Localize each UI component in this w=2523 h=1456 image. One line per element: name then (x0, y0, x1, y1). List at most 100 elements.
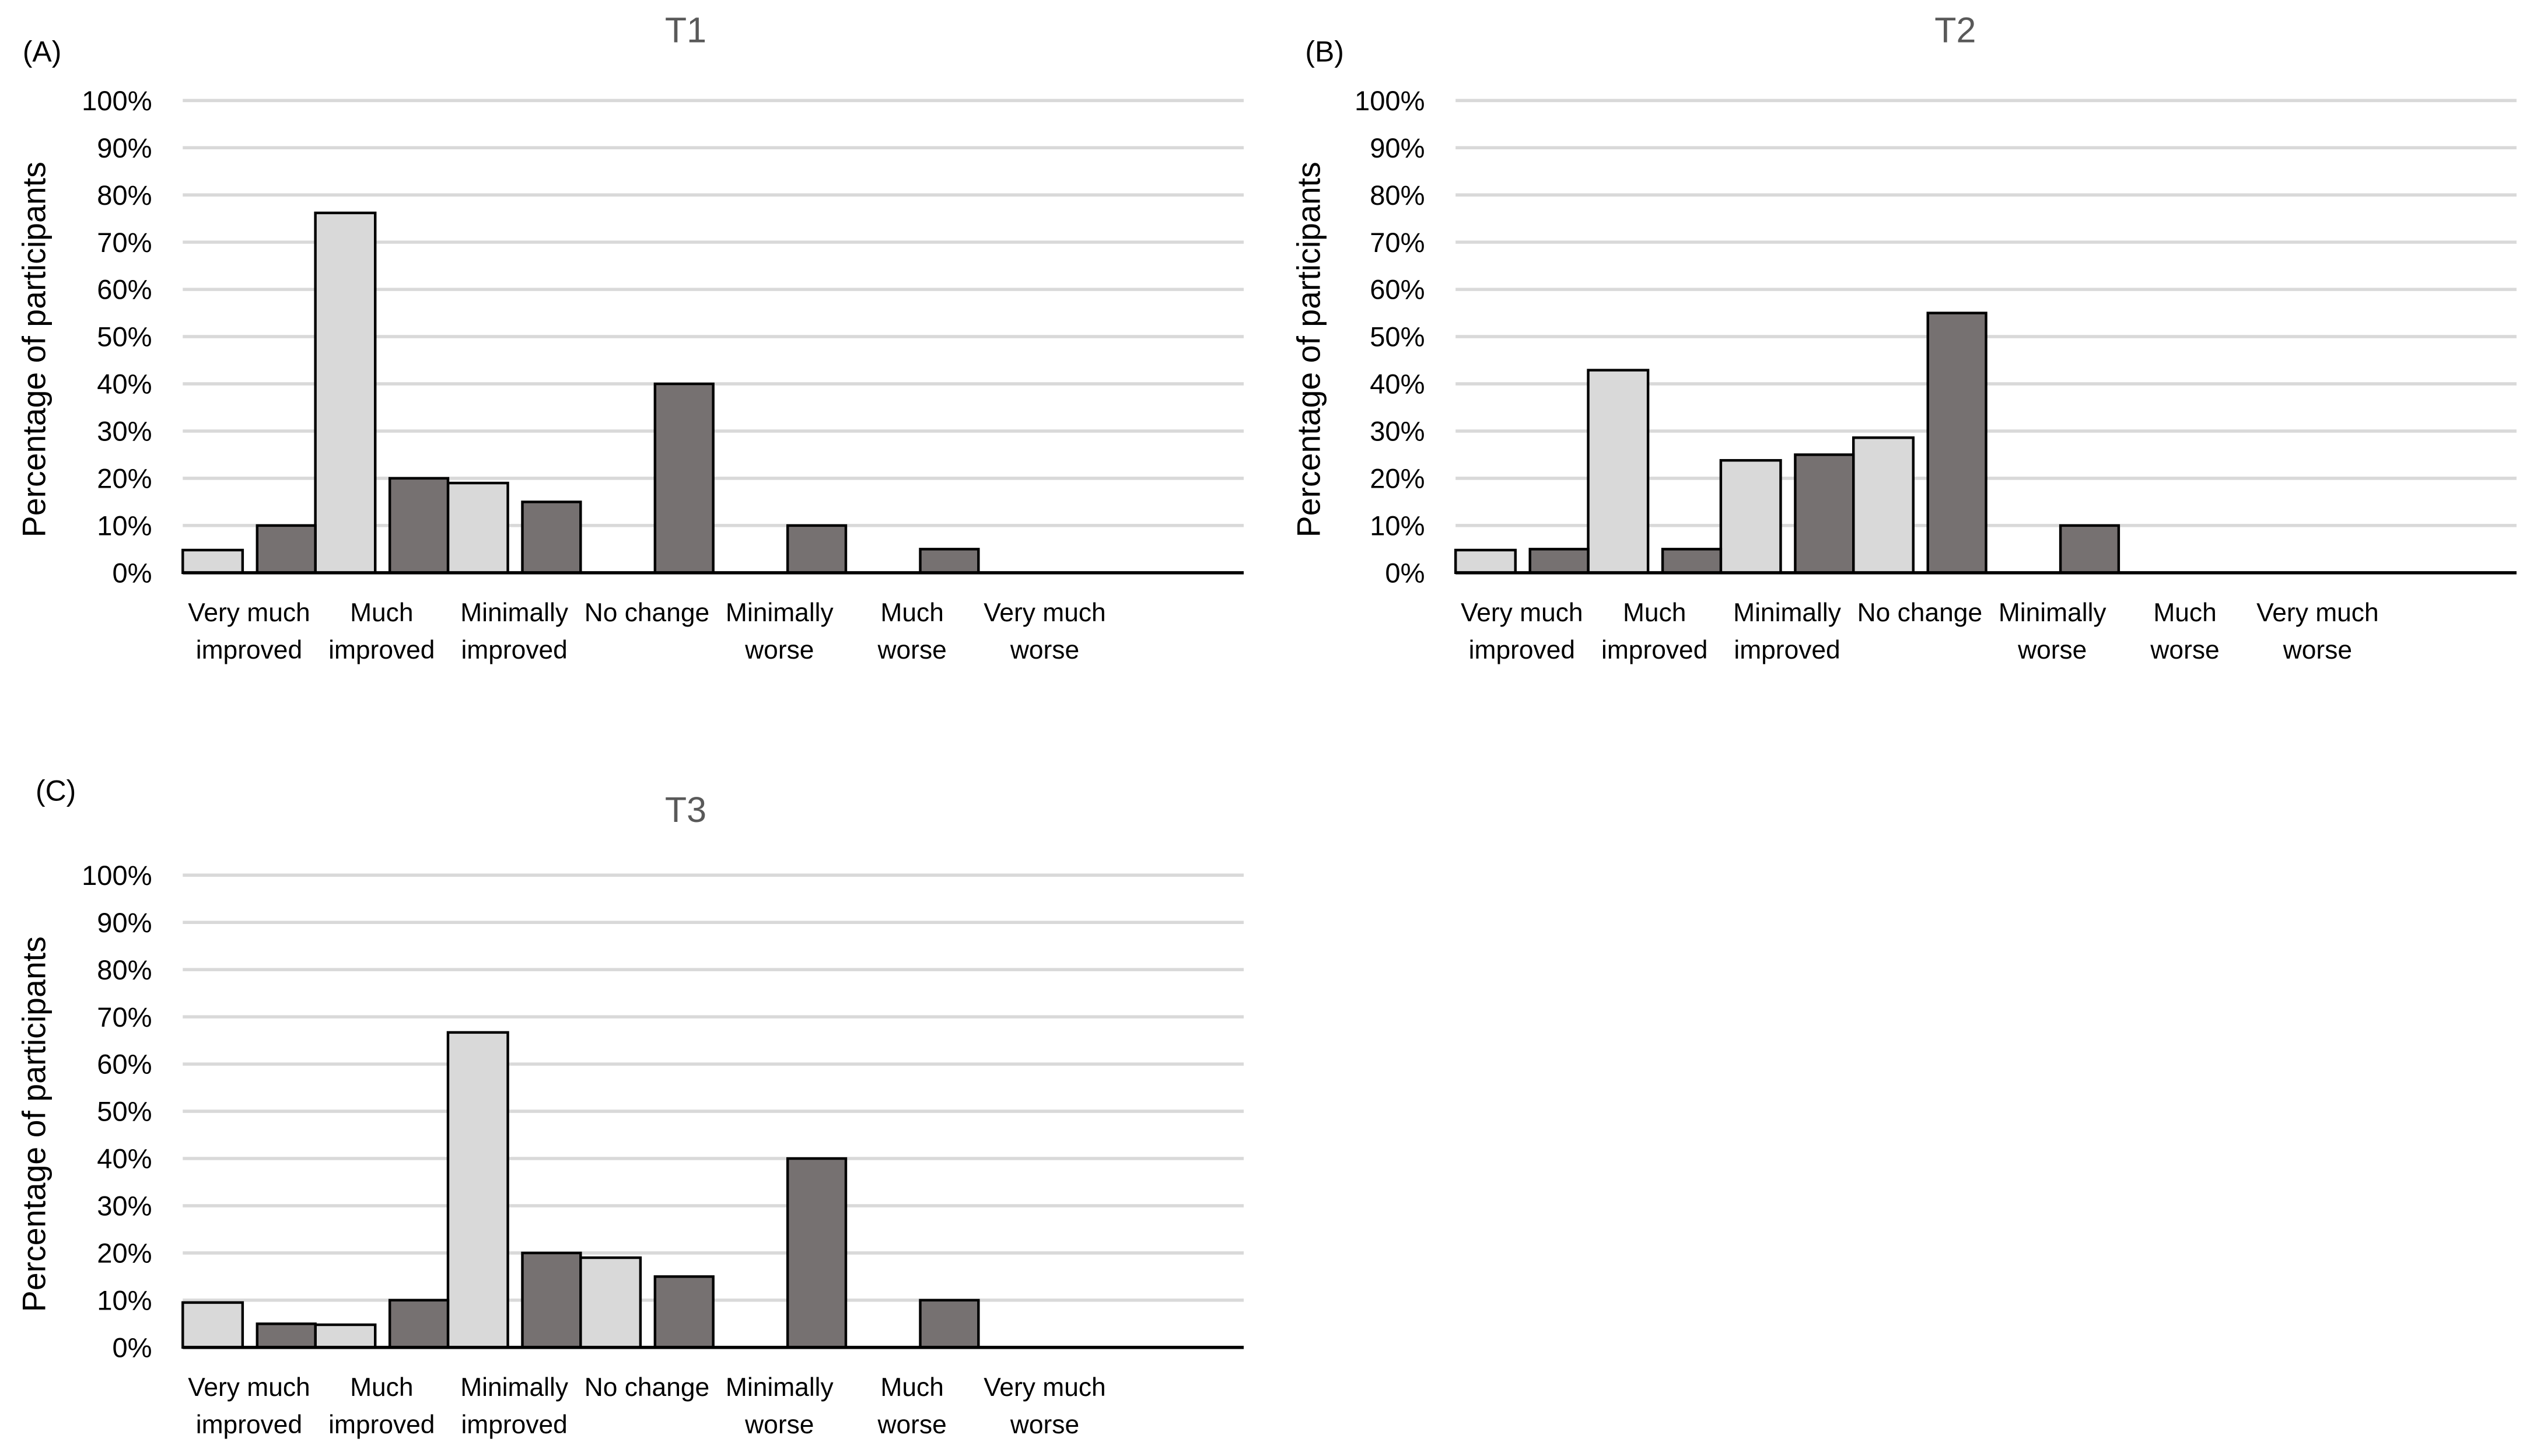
x-category-label: improved (328, 636, 435, 664)
y-tick-label: 40% (1370, 369, 1425, 400)
bar-series-2 (653, 382, 715, 575)
x-category-label: worse (2017, 636, 2087, 664)
x-category-label: worse (744, 636, 814, 664)
bar-series-1 (1454, 548, 1517, 575)
bar-series-1 (314, 211, 377, 575)
x-category-label: worse (2283, 636, 2352, 664)
y-tick-label: 0% (112, 1332, 152, 1363)
y-tick-label: 50% (1370, 321, 1425, 352)
y-tick-label: 100% (82, 860, 152, 891)
x-category-label: improved (1601, 636, 1707, 664)
y-tick-label: 60% (97, 1049, 152, 1080)
bar-series-2 (521, 501, 582, 575)
panel-label: (B) (1305, 36, 1344, 68)
x-category-label: improved (1734, 636, 1840, 664)
bar-series-1 (314, 1323, 377, 1349)
x-category-label: Much (2153, 598, 2216, 627)
y-tick-label: 0% (112, 557, 152, 588)
x-category-label: improved (1469, 636, 1575, 664)
bar-series-2 (919, 1298, 980, 1349)
x-category-label: worse (744, 1410, 814, 1439)
bar-series-1 (1852, 436, 1915, 575)
x-category-label: worse (877, 1410, 947, 1439)
chart-title: T3 (665, 790, 706, 830)
chart-panel-a: (A) T1 0% 10% 20% 30% 40% 50% 60% 70% 80% 90% 100% Pe… (16, 10, 1244, 664)
bar-series-2 (388, 477, 450, 575)
bar-series-1 (446, 481, 509, 575)
y-tick-label: 30% (97, 416, 152, 447)
bar-series-1 (1587, 369, 1650, 575)
y-tick-label: 60% (97, 274, 152, 305)
x-category-label: improved (328, 1410, 435, 1439)
y-tick-label: 30% (97, 1191, 152, 1222)
y-tick-label: 100% (1355, 85, 1425, 116)
panel-label: (C) (36, 775, 76, 807)
x-category-label: improved (461, 1410, 567, 1439)
bar-series-1 (446, 1031, 509, 1349)
y-tick-label: 20% (1370, 463, 1425, 494)
y-tick-label: 100% (82, 85, 152, 116)
x-category-label: Minimally (1999, 598, 2107, 627)
y-tick-label: 90% (97, 907, 152, 938)
y-tick-label: 20% (97, 1238, 152, 1269)
x-category-label: No change (585, 598, 710, 627)
x-category-label: worse (1010, 1410, 1079, 1439)
y-tick-label: 0% (1385, 557, 1425, 588)
x-category-label: worse (877, 636, 947, 664)
bar-series-2 (521, 1251, 582, 1349)
y-tick-label: 70% (1370, 227, 1425, 258)
x-category-label: Much (1623, 598, 1686, 627)
x-category-label: Very much (188, 598, 310, 627)
x-category-label: Minimally (726, 598, 834, 627)
x-category-label: Very much (2256, 598, 2379, 627)
y-tick-label: 90% (1370, 132, 1425, 163)
bar-series-2 (919, 548, 980, 575)
bar-series-1 (579, 1256, 642, 1349)
y-tick-label: 90% (97, 132, 152, 163)
bar-series-2 (1528, 548, 1590, 575)
y-tick-label: 40% (97, 1143, 152, 1174)
bar-series-2 (1661, 548, 1723, 575)
x-category-label: Very much (1461, 598, 1583, 627)
y-tick-label: 80% (97, 180, 152, 211)
chart-panel-b: (B) T2 0% 10% 20% 30% 40% 50% 60% 70% 80% 90% 100% Pe… (1290, 10, 2517, 664)
y-tick-label: 30% (1370, 416, 1425, 447)
y-axis-title: Percentage of participants (16, 936, 53, 1312)
y-tick-label: 10% (97, 510, 152, 541)
y-tick-label: 10% (1370, 510, 1425, 541)
x-category-label: No change (585, 1373, 710, 1402)
bar-series-2 (2059, 524, 2120, 575)
x-category-label: Minimally (1733, 598, 1842, 627)
panel-label: (A) (23, 36, 62, 68)
bar-series-2 (1926, 312, 1987, 575)
bar-series-2 (1794, 453, 1855, 575)
x-category-label: Much (350, 598, 413, 627)
y-tick-label: 80% (1370, 180, 1425, 211)
x-category-label: worse (2150, 636, 2219, 664)
chart-title: T2 (1934, 10, 1976, 50)
bar-series-2 (786, 524, 848, 575)
x-category-label: Minimally (460, 598, 569, 627)
y-tick-label: 70% (97, 227, 152, 258)
y-tick-label: 50% (97, 321, 152, 352)
x-category-label: Very much (188, 1373, 310, 1402)
y-tick-label: 70% (97, 1002, 152, 1032)
y-tick-label: 50% (97, 1096, 152, 1127)
x-category-label: Very much (984, 598, 1105, 627)
y-tick-label: 10% (97, 1285, 152, 1316)
y-axis-title: Percentage of participants (16, 162, 53, 537)
x-category-label: No change (1857, 598, 1982, 627)
x-category-label: Much (350, 1373, 413, 1402)
bar-series-2 (256, 1322, 317, 1349)
x-category-label: Much (880, 1373, 943, 1402)
y-tick-label: 40% (97, 369, 152, 400)
y-tick-label: 60% (1370, 274, 1425, 305)
y-tick-label: 80% (97, 954, 152, 985)
bar-series-2 (388, 1298, 450, 1349)
x-category-label: improved (196, 636, 302, 664)
x-category-label: improved (461, 636, 567, 664)
bar-series-2 (653, 1275, 715, 1349)
bar-series-1 (181, 548, 244, 575)
chart-panel-c: (C) T3 0% 10% 20% 30% 40% 50% 60% 70% 80% 90% 100% Pe… (16, 775, 1244, 1439)
